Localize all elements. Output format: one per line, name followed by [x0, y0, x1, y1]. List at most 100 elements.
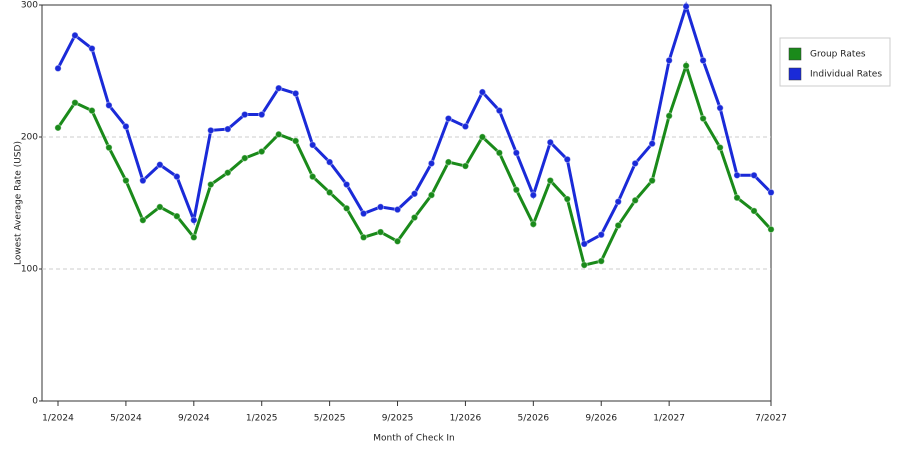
data-point [190, 233, 198, 242]
data-point [478, 88, 487, 96]
data-point [461, 162, 470, 170]
data-point [105, 143, 113, 152]
x-tick-label: 1/2024 [42, 414, 74, 424]
legend-swatch [788, 67, 802, 81]
data-point [173, 212, 181, 220]
data-point [750, 207, 758, 215]
x-tick-label: 9/2026 [585, 414, 617, 424]
data-point [410, 190, 419, 198]
data-point [631, 159, 639, 168]
data-point [71, 31, 79, 40]
data-point [563, 195, 571, 203]
x-tick-label: 1/2026 [450, 414, 482, 424]
data-point [258, 110, 266, 119]
data-point [444, 114, 453, 123]
x-axis-label: Month of Check In [373, 434, 455, 444]
data-point [325, 158, 334, 166]
data-point [308, 141, 317, 149]
data-point [258, 147, 266, 156]
data-point [122, 122, 130, 131]
data-point [359, 233, 368, 242]
data-point [699, 114, 707, 123]
x-tick-label: 1/2025 [246, 414, 278, 424]
data-point [54, 124, 62, 132]
data-point [614, 221, 622, 230]
data-point [241, 154, 249, 162]
data-point [410, 213, 419, 222]
data-point [54, 64, 62, 73]
y-tick-label: 200 [21, 133, 38, 143]
data-point [342, 180, 351, 189]
y-tick-label: 300 [21, 1, 38, 11]
data-point [546, 176, 555, 185]
data-point [682, 2, 690, 11]
data-point [699, 56, 707, 65]
data-point [342, 204, 351, 212]
data-point [156, 203, 164, 211]
data-point [614, 197, 622, 206]
data-point [122, 176, 130, 185]
data-point [682, 62, 690, 70]
data-point [427, 191, 436, 199]
data-point [631, 196, 639, 205]
data-point [105, 101, 113, 110]
x-tick-label: 9/2024 [178, 414, 210, 424]
data-point [767, 188, 775, 197]
data-point [495, 149, 504, 157]
data-point [71, 98, 79, 107]
data-point [308, 172, 317, 181]
data-point [139, 216, 147, 224]
data-point [665, 56, 673, 65]
data-point [495, 106, 504, 115]
data-point [291, 137, 300, 145]
data-point [716, 104, 724, 112]
data-point [512, 186, 521, 194]
data-point [291, 89, 300, 98]
data-point [156, 161, 164, 169]
data-point [190, 216, 198, 224]
data-point [274, 84, 283, 92]
data-point [546, 138, 555, 146]
legend-label: Individual Rates [810, 70, 882, 80]
data-point [733, 194, 741, 202]
data-point [580, 261, 588, 269]
data-point [224, 125, 232, 133]
x-tick-label: 9/2025 [382, 414, 414, 424]
data-point [325, 188, 334, 197]
data-point [767, 225, 775, 234]
data-point [444, 158, 453, 166]
data-point [139, 176, 147, 185]
data-point [88, 44, 96, 53]
data-point [733, 171, 741, 179]
data-point [665, 112, 673, 120]
legend-label: Group Rates [810, 50, 866, 60]
data-point [88, 106, 96, 115]
x-tick-label: 5/2025 [314, 414, 346, 424]
data-point [563, 155, 571, 164]
data-point [597, 257, 605, 265]
data-point [376, 228, 385, 236]
x-tick-label: 1/2027 [653, 414, 685, 424]
data-point [716, 143, 724, 152]
y-tick-label: 100 [21, 265, 38, 275]
data-point [393, 205, 402, 214]
data-point [529, 191, 538, 199]
data-point [529, 220, 538, 228]
x-tick-label: 5/2026 [517, 414, 549, 424]
y-tick-label: 0 [32, 397, 38, 407]
data-point [580, 240, 588, 248]
data-point [359, 209, 368, 218]
data-point [648, 139, 656, 148]
data-point [393, 237, 402, 245]
data-point [597, 230, 605, 239]
data-point [241, 110, 249, 119]
data-point [461, 122, 470, 131]
y-axis-label: Lowest Average Rate (USD) [14, 141, 24, 265]
series-line [56, 60, 773, 267]
data-point [512, 149, 521, 157]
legend-swatch [788, 47, 802, 61]
data-point [427, 159, 436, 168]
data-point [274, 130, 283, 139]
